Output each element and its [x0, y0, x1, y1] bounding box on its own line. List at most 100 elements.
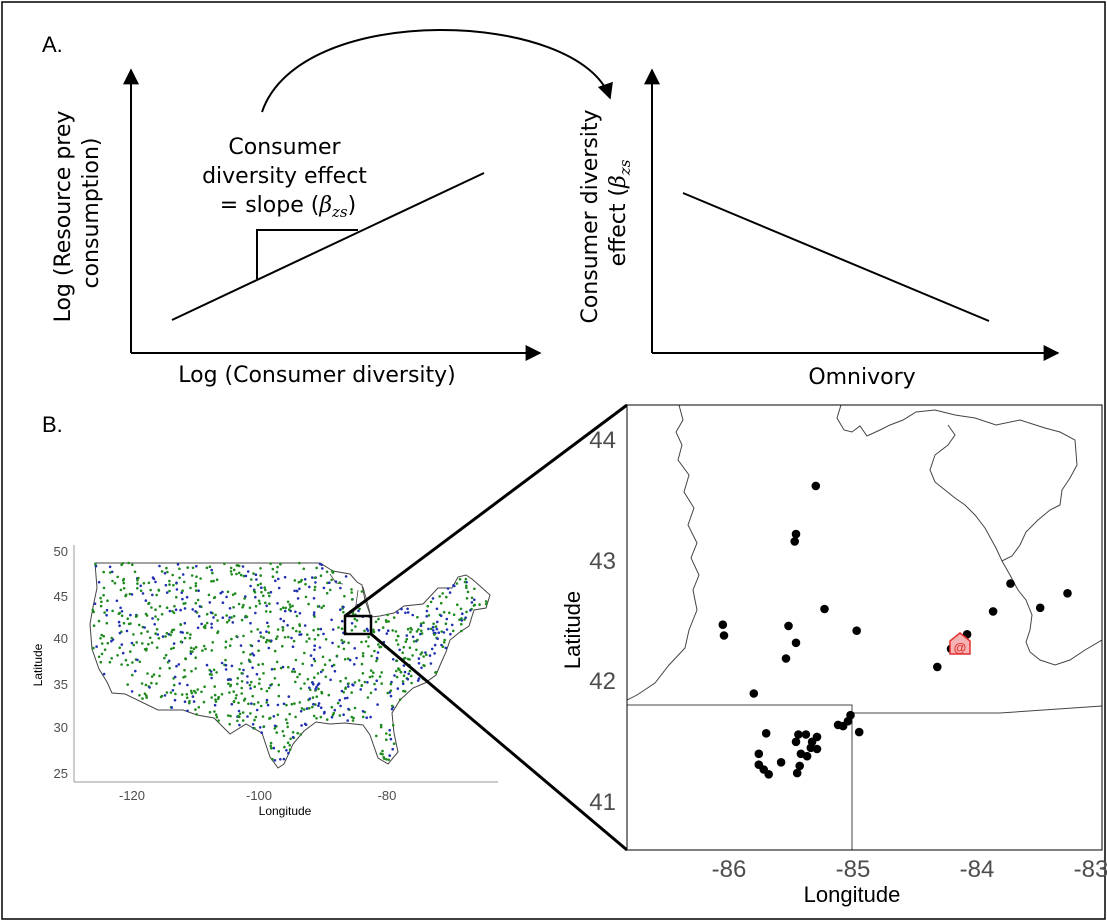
us-site-dot [381, 749, 384, 753]
us-site-dot [183, 700, 187, 703]
us-site-dot [372, 671, 375, 674]
us-site-dot [250, 578, 253, 581]
us-site-dot [283, 745, 286, 749]
us-site-dot [435, 627, 439, 631]
us-site-dot [92, 610, 95, 614]
us-site-dot [144, 683, 148, 687]
us-site-dot [292, 639, 296, 643]
us-site-dot [224, 668, 228, 671]
us-site-dot [305, 640, 308, 643]
us-site-dot [258, 726, 262, 729]
us-site-dot [256, 583, 260, 587]
us-site-dot [347, 685, 350, 688]
us-site-dot [344, 575, 348, 578]
us-site-dot [178, 682, 181, 685]
us-site-dot [240, 662, 243, 665]
us-site-dot [257, 649, 260, 652]
us-site-dot [165, 591, 169, 594]
us-site-dot [100, 642, 104, 645]
us-site-dot [155, 628, 159, 631]
us-site-dot [97, 655, 101, 659]
us-site-dot [416, 615, 419, 619]
us-site-dot [136, 587, 139, 590]
inset-region-box [343, 614, 373, 636]
slope-annotation-line1: Consumer [228, 135, 341, 160]
us-site-dot [325, 591, 329, 595]
us-site-dot [97, 580, 101, 584]
us-site-dot [268, 594, 271, 598]
inset-site-dot [801, 730, 811, 739]
us-site-dot [338, 698, 342, 702]
us-site-dot [439, 601, 443, 605]
us-site-dot [279, 666, 283, 670]
us-site-dot [254, 604, 258, 608]
us-site-dot [160, 694, 164, 698]
us-site-dot [165, 631, 169, 635]
us-site-dot [237, 602, 241, 606]
us-site-dot [164, 653, 168, 657]
inset-x-ticks: -86 -85 -84 -83 [712, 856, 1107, 883]
us-map-y-ticks: 50 45 40 35 30 25 [54, 544, 68, 781]
us-site-dot [332, 663, 336, 667]
us-site-dot [269, 610, 272, 614]
us-site-dot [281, 606, 285, 609]
us-site-dot [143, 626, 146, 629]
us-site-dot [276, 602, 279, 605]
us-site-dot [465, 597, 469, 600]
us-site-dot [257, 599, 261, 603]
us-site-dot [305, 707, 309, 710]
us-site-dot [319, 715, 323, 719]
us-site-dot [201, 649, 204, 652]
us-site-dot [173, 675, 177, 679]
us-site-dot [348, 658, 352, 662]
us-site-dot [265, 638, 269, 642]
us-site-dot [464, 616, 467, 619]
us-site-dot [211, 571, 214, 575]
us-site-dot [229, 678, 232, 681]
us-site-dot [217, 719, 220, 722]
us-site-dot [131, 563, 134, 567]
us-site-dot [304, 595, 308, 599]
us-site-dot [448, 591, 452, 594]
us-site-dot [194, 708, 197, 711]
us-site-dot [458, 618, 461, 621]
us-site-dot [425, 609, 429, 613]
us-site-dot [339, 586, 342, 590]
us-site-dot [273, 727, 277, 730]
us-site-dot [120, 610, 124, 613]
us-site-dot [465, 584, 468, 588]
us-y-tick: 50 [54, 544, 68, 559]
us-site-dot [344, 686, 348, 689]
us-site-dot [228, 616, 231, 619]
us-site-dot [350, 622, 354, 625]
us-site-dot [224, 646, 227, 649]
us-site-dot [331, 641, 334, 645]
us-site-dot [389, 694, 393, 698]
us-site-dot [209, 611, 213, 614]
us-site-dot [246, 715, 249, 718]
us-site-dot [298, 587, 301, 591]
us-site-dot [294, 715, 297, 719]
us-site-dot [258, 602, 262, 605]
us-site-dot [153, 623, 156, 626]
us-site-dot [170, 630, 173, 634]
us-site-dot [147, 642, 150, 646]
us-site-dot [366, 629, 370, 632]
us-site-dot [319, 574, 323, 577]
us-site-dot [461, 612, 464, 615]
inset-site-dot [852, 626, 861, 635]
us-site-dot [136, 582, 139, 585]
us-site-dot [395, 669, 398, 673]
us-site-dot [279, 563, 282, 566]
us-site-dot [312, 714, 316, 718]
us-site-dot [435, 607, 439, 611]
us-site-dot [146, 672, 149, 675]
us-site-dot [314, 687, 317, 691]
us-site-dot [205, 612, 209, 616]
us-site-dot [299, 633, 303, 636]
us-site-dot [427, 627, 430, 631]
us-site-dot [298, 612, 302, 615]
us-site-dot [319, 670, 323, 674]
us-site-dot [118, 611, 121, 615]
us-site-dot [183, 636, 187, 640]
